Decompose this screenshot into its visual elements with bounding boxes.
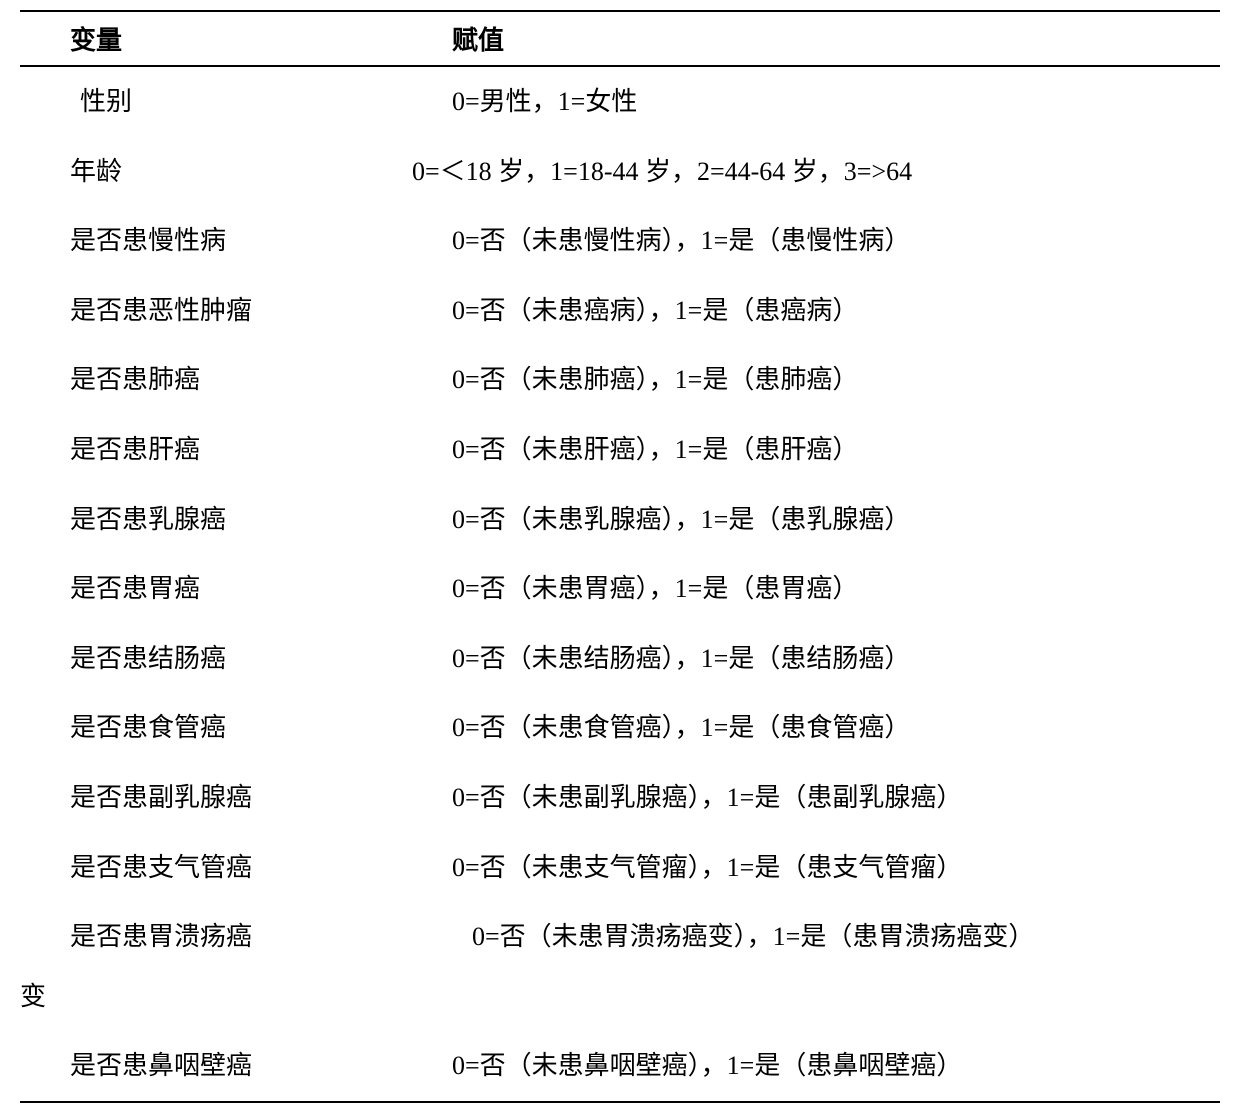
- value-cell: 0=否（未患胃溃疡癌变），1=是（患胃溃疡癌变）: [452, 902, 1220, 972]
- variable-assignment-table: 变量 赋值 性别0=男性，1=女性年龄0=＜18 岁，1=18-44 岁，2=4…: [20, 10, 1220, 1103]
- table-row: 是否患食管癌0=否（未患食管癌），1=是（患食管癌）: [20, 693, 1220, 763]
- variable-cell: 是否患食管癌: [20, 693, 452, 763]
- wrap-cell: 变: [20, 972, 1220, 1032]
- value-text: 0=否（未患胃溃疡癌变），1=是（患胃溃疡癌变）: [452, 922, 1034, 951]
- value-cell: 0=否（未患胃癌），1=是（患胃癌）: [452, 554, 1220, 624]
- table-row: 性别0=男性，1=女性: [20, 66, 1220, 137]
- variable-cell: 是否患副乳腺癌: [20, 763, 452, 833]
- value-text: 0=否（未患结肠癌），1=是（患结肠癌）: [452, 644, 910, 673]
- table-body: 性别0=男性，1=女性年龄0=＜18 岁，1=18-44 岁，2=44-64 岁…: [20, 66, 1220, 902]
- variable-cell: 是否患支气管癌: [20, 833, 452, 903]
- value-cell: 0=否（未患结肠癌），1=是（患结肠癌）: [452, 624, 1220, 694]
- value-cell: 0=否（未患癌病），1=是（患癌病）: [452, 276, 1220, 346]
- value-text: 0=否（未患肝癌），1=是（患肝癌）: [452, 435, 858, 464]
- table-row: 是否患恶性肿瘤0=否（未患癌病），1=是（患癌病）: [20, 276, 1220, 346]
- variable-cell: 是否患肺癌: [20, 345, 452, 415]
- value-cell: 0=男性，1=女性: [452, 66, 1220, 137]
- value-text: 0=否（未患副乳腺癌），1=是（患副乳腺癌）: [452, 783, 962, 812]
- variable-cell: 是否患恶性肿瘤: [20, 276, 452, 346]
- value-cell: 0=否（未患食管癌），1=是（患食管癌）: [452, 693, 1220, 763]
- wrap-char: 变: [20, 982, 46, 1011]
- variable-cell: 是否患结肠癌: [20, 624, 452, 694]
- value-text: 0=否（未患乳腺癌），1=是（患乳腺癌）: [452, 505, 910, 534]
- variable-text: 是否患胃溃疡癌: [70, 922, 252, 951]
- table-header-row: 变量 赋值: [20, 11, 1220, 66]
- variable-assignment-table-container: 变量 赋值 性别0=男性，1=女性年龄0=＜18 岁，1=18-44 岁，2=4…: [0, 0, 1240, 1113]
- variable-cell: 是否患乳腺癌: [20, 485, 452, 555]
- variable-cell: 是否患鼻咽壁癌: [20, 1031, 452, 1102]
- header-variable: 变量: [20, 11, 452, 66]
- value-text: 0=男性，1=女性: [452, 87, 637, 116]
- table-row: 年龄0=＜18 岁，1=18-44 岁，2=44-64 岁，3=>64: [20, 137, 1220, 207]
- table-row-nasopharyngeal: 是否患鼻咽壁癌 0=否（未患鼻咽壁癌），1=是（患鼻咽壁癌）: [20, 1031, 1220, 1102]
- header-value: 赋值: [452, 11, 1220, 66]
- table-row: 是否患慢性病0=否（未患慢性病），1=是（患慢性病）: [20, 206, 1220, 276]
- table-row: 是否患副乳腺癌0=否（未患副乳腺癌），1=是（患副乳腺癌）: [20, 763, 1220, 833]
- variable-cell: 性别: [20, 66, 452, 137]
- value-text: 0=＜18 岁，1=18-44 岁，2=44-64 岁，3=>64: [412, 157, 912, 186]
- value-cell: 0=否（未患鼻咽壁癌），1=是（患鼻咽壁癌）: [452, 1031, 1220, 1102]
- value-cell: 0=＜18 岁，1=18-44 岁，2=44-64 岁，3=>64: [452, 137, 1220, 207]
- table-row-gastric-ulcer: 是否患胃溃疡癌 0=否（未患胃溃疡癌变），1=是（患胃溃疡癌变）: [20, 902, 1220, 972]
- value-text: 0=否（未患慢性病），1=是（患慢性病）: [452, 226, 910, 255]
- variable-cell: 年龄: [20, 137, 452, 207]
- value-cell: 0=否（未患支气管瘤），1=是（患支气管瘤）: [452, 833, 1220, 903]
- value-text: 0=否（未患胃癌），1=是（患胃癌）: [452, 574, 858, 603]
- table-row: 是否患胃癌0=否（未患胃癌），1=是（患胃癌）: [20, 554, 1220, 624]
- table-row: 是否患结肠癌0=否（未患结肠癌），1=是（患结肠癌）: [20, 624, 1220, 694]
- value-text: 0=否（未患食管癌），1=是（患食管癌）: [452, 713, 910, 742]
- table-row: 是否患支气管癌0=否（未患支气管瘤），1=是（患支气管瘤）: [20, 833, 1220, 903]
- value-cell: 0=否（未患副乳腺癌），1=是（患副乳腺癌）: [452, 763, 1220, 833]
- table-row: 是否患肺癌0=否（未患肺癌），1=是（患肺癌）: [20, 345, 1220, 415]
- value-text: 0=否（未患支气管瘤），1=是（患支气管瘤）: [452, 853, 962, 882]
- value-cell: 0=否（未患肺癌），1=是（患肺癌）: [452, 345, 1220, 415]
- table-row: 是否患肝癌0=否（未患肝癌），1=是（患肝癌）: [20, 415, 1220, 485]
- variable-cell: 是否患慢性病: [20, 206, 452, 276]
- table-row: 是否患乳腺癌0=否（未患乳腺癌），1=是（患乳腺癌）: [20, 485, 1220, 555]
- variable-cell: 是否患胃溃疡癌: [20, 902, 452, 972]
- table-row-wrap: 变: [20, 972, 1220, 1032]
- value-text: 0=否（未患癌病），1=是（患癌病）: [452, 296, 858, 325]
- value-text: 0=否（未患肺癌），1=是（患肺癌）: [452, 365, 858, 394]
- value-cell: 0=否（未患肝癌），1=是（患肝癌）: [452, 415, 1220, 485]
- value-cell: 0=否（未患慢性病），1=是（患慢性病）: [452, 206, 1220, 276]
- value-cell: 0=否（未患乳腺癌），1=是（患乳腺癌）: [452, 485, 1220, 555]
- variable-cell: 是否患肝癌: [20, 415, 452, 485]
- variable-cell: 是否患胃癌: [20, 554, 452, 624]
